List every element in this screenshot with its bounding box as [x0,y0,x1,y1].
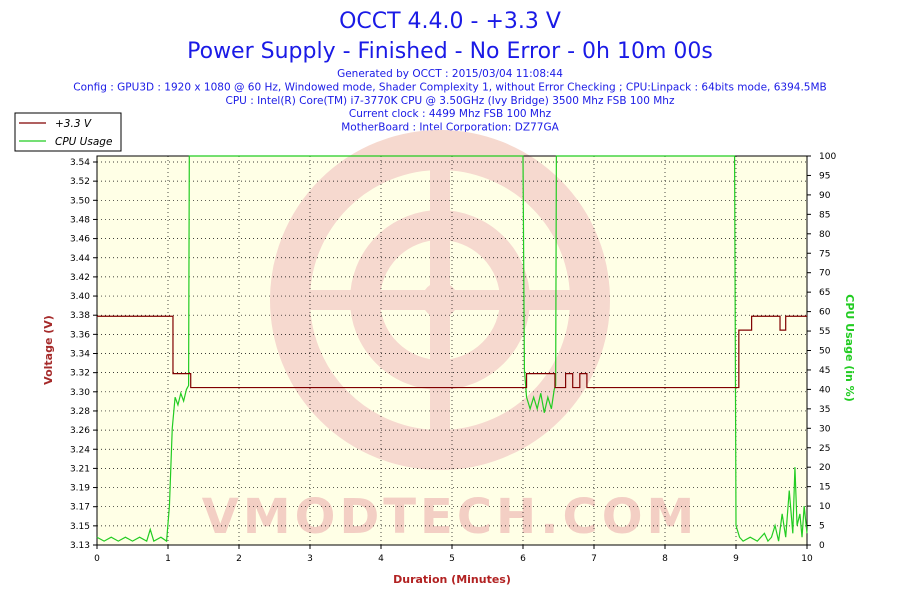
y-right-tick-label: 0 [819,541,825,551]
y-right-tick-label: 20 [819,463,831,473]
y-left-tick-label: 3.28 [70,407,90,417]
y-right-tick-label: 80 [819,230,831,240]
x-tick-label: 9 [733,554,739,564]
x-tick-label: 7 [591,554,597,564]
y-left-tick-label: 3.21 [70,464,90,474]
y-left-tick-label: 3.30 [70,388,90,398]
series-group [96,155,808,543]
legend-box [14,112,122,152]
y-right-tick-label: 50 [819,347,831,357]
info-line: CPU : Intel(R) Core(TM) i7-3770K CPU @ 3… [226,95,675,107]
y-right-tick-label: 10 [819,502,831,512]
y-left-tick-label: 3.40 [70,292,90,302]
y-right-tick-label: 100 [819,152,836,162]
y-left-tick-label: 3.46 [70,235,90,245]
series-line-voltage [97,315,807,389]
info-block: Generated by OCCT : 2015/03/04 11:08:44C… [73,68,826,134]
chart-title: OCCT 4.4.0 - +3.3 V [339,9,561,34]
y-left-tick-label: 3.32 [70,369,90,379]
y-axis-right-label: CPU Usage (in %) [843,294,856,401]
chart-subtitle: Power Supply - Finished - No Error - 0h … [187,39,713,64]
y-left-tick-label: 3.26 [70,426,90,436]
watermark: VMODTECH.COM [202,130,699,545]
y-left-tick-label: 3.36 [70,330,90,340]
x-tick-label: 3 [307,554,313,564]
y-right-tick-label: 60 [819,308,831,318]
y-right-tick-label: 85 [819,210,830,220]
y-right-tick-label: 40 [819,385,831,395]
y-left-tick-label: 3.17 [70,503,90,513]
x-tick-label: 4 [378,554,384,564]
y-left-tick-label: 3.44 [70,254,90,264]
x-tick-label: 1 [165,554,171,564]
y-right-tick-label: 35 [819,405,830,415]
y-left-tick-label: 3.48 [70,215,90,225]
y-right-tick-label: 30 [819,424,831,434]
y-left-tick-label: 3.13 [70,541,90,551]
y-left-tick-label: 3.42 [70,273,90,283]
y-right-tick-label: 95 [819,171,830,181]
info-line: Config : GPU3D : 1920 x 1080 @ 60 Hz, Wi… [73,81,826,93]
legend-cpu-label: CPU Usage [55,136,112,148]
x-tick-label: 5 [449,554,455,564]
y-right-tick-label: 5 [819,522,825,532]
y-left-tick-label: 3.19 [70,484,90,494]
y-right-tick-label: 70 [819,269,831,279]
x-tick-label: 10 [801,554,813,564]
y-right-tick-label: 45 [819,366,830,376]
y-left-tick-label: 3.52 [70,177,90,187]
y-left-tick-label: 3.50 [70,196,90,206]
axis-ticks: 0 1 2 3 4 5 6 7 8 9 103.133.153.173.193.213.243.26… [70,152,836,564]
watermark-text: VMODTECH.COM [202,489,699,545]
legend-voltage-label: +3.3 V [55,118,92,130]
y-left-tick-label: 3.54 [70,158,90,168]
x-tick-label: 2 [236,554,242,564]
y-right-tick-label: 90 [819,191,831,201]
info-line: Generated by OCCT : 2015/03/04 11:08:44 [337,68,563,80]
y-right-tick-label: 65 [819,288,830,298]
y-axis-left-label: Voltage (V) [42,315,55,385]
y-right-tick-label: 25 [819,444,830,454]
x-tick-label: 0 [94,554,100,564]
y-left-tick-label: 3.15 [70,522,90,532]
y-right-tick-label: 55 [819,327,830,337]
info-line: MotherBoard : Intel Corporation: DZ77GA [341,122,559,134]
y-right-tick-label: 15 [819,483,830,493]
y-left-tick-label: 3.24 [70,445,90,455]
x-axis-label: Duration (Minutes) [393,573,511,586]
x-tick-label: 6 [520,554,526,564]
info-line: Current clock : 4499 Mhz FSB 100 Mhz [349,108,552,120]
x-tick-label: 8 [662,554,668,564]
series-line-cpu-usage [96,155,808,543]
y-right-tick-label: 75 [819,249,830,259]
legend: +3.3 V CPU Usage [14,112,122,152]
y-left-tick-label: 3.38 [70,311,90,321]
y-left-tick-label: 3.34 [70,350,90,360]
